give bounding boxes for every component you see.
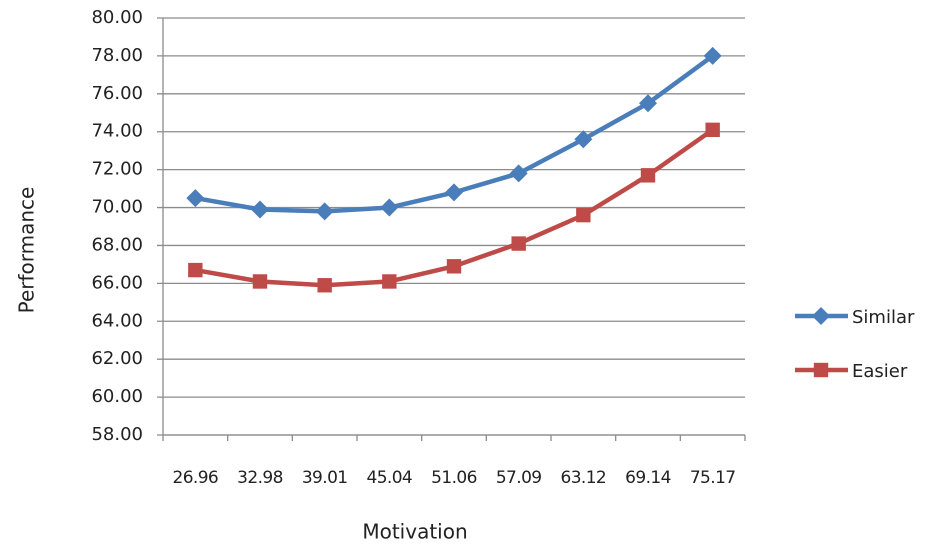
x-axis-title: Motivation: [362, 520, 467, 544]
y-tick-label: 78.00: [91, 45, 143, 66]
y-tick-label: 76.00: [91, 83, 143, 104]
data-point: [317, 278, 332, 293]
data-point: [252, 274, 268, 289]
x-tick-label: 45.04: [366, 468, 412, 488]
legend-label: Similar: [852, 307, 915, 328]
y-tick-label: 72.00: [91, 159, 143, 180]
y-axis-title: Performance: [15, 187, 39, 314]
y-tick-label: 80.00: [91, 7, 143, 28]
legend-marker: [812, 307, 830, 325]
x-tick-label: 69.14: [625, 468, 671, 488]
data-point: [511, 236, 526, 251]
x-tick-label: 26.96: [172, 468, 218, 488]
data-point: [640, 168, 656, 183]
data-point: [188, 262, 203, 278]
y-tick-label: 64.00: [91, 310, 143, 331]
data-point: [576, 207, 591, 223]
y-tick-label: 68.00: [91, 234, 143, 255]
y-tick-label: 62.00: [91, 348, 143, 369]
data-point: [574, 130, 593, 149]
data-point: [703, 46, 722, 65]
data-point: [705, 122, 720, 138]
data-point: [251, 200, 269, 219]
data-point: [509, 164, 528, 183]
y-tick-label: 70.00: [91, 197, 143, 218]
x-tick-label: 63.12: [560, 468, 606, 488]
y-tick-label: 74.00: [91, 121, 143, 142]
legend-label: Easier: [852, 361, 908, 382]
y-tick-label: 60.00: [91, 386, 143, 407]
x-tick-label: 75.17: [690, 468, 736, 488]
data-point: [446, 259, 462, 274]
data-point: [382, 274, 397, 289]
data-point: [639, 94, 657, 113]
legend-marker: [813, 362, 829, 378]
x-tick-label: 39.01: [302, 468, 348, 488]
x-tick-label: 32.98: [237, 468, 283, 488]
y-tick-label: 58.00: [91, 424, 143, 445]
data-point: [186, 189, 205, 208]
y-tick-label: 66.00: [91, 272, 143, 293]
data-point: [445, 183, 463, 202]
x-tick-label: 57.09: [496, 468, 542, 488]
data-point: [315, 202, 334, 221]
data-point: [380, 198, 399, 217]
x-tick-label: 51.06: [431, 468, 477, 488]
